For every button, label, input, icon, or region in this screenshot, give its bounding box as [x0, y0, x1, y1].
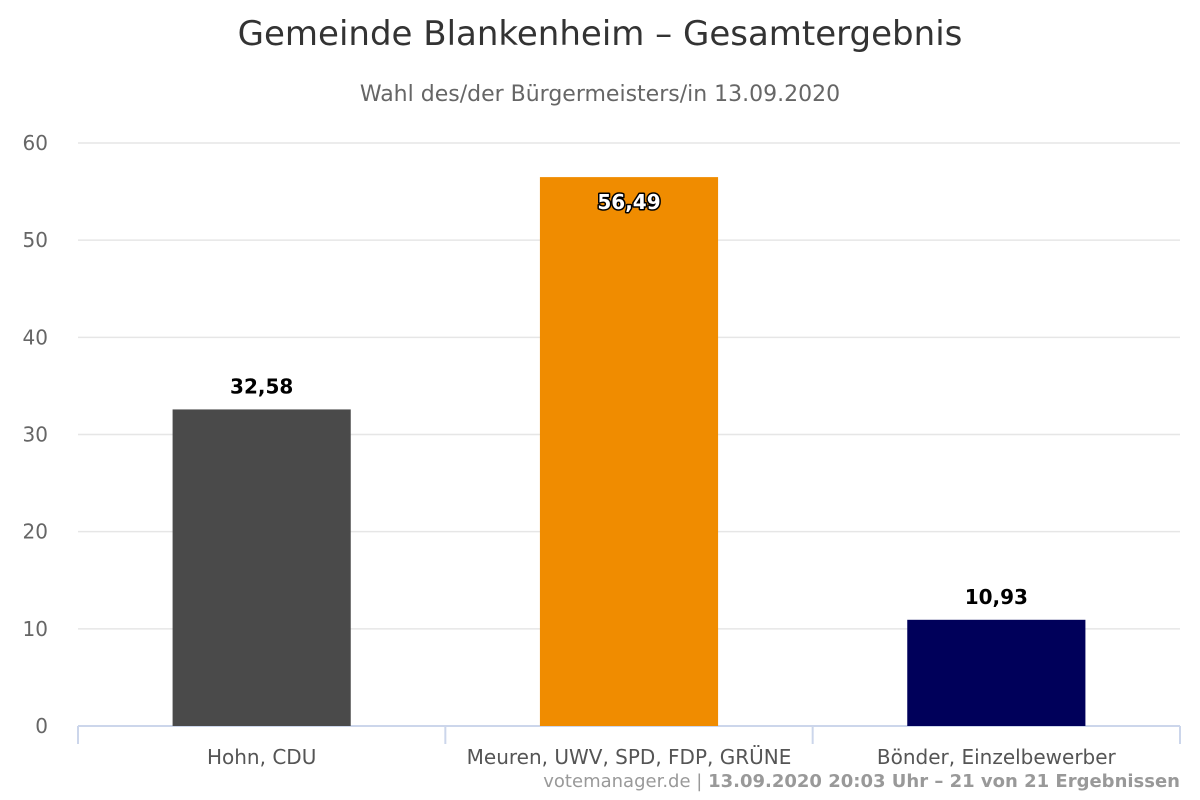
bar[interactable]	[172, 409, 351, 726]
y-tick-label: 20	[23, 520, 48, 544]
credit-detail: 13.09.2020 20:03 Uhr – 21 von 21 Ergebni…	[708, 771, 1180, 792]
data-label: 10,93	[965, 585, 1028, 609]
credit-line[interactable]: votemanager.de | 13.09.2020 20:03 Uhr – …	[543, 771, 1180, 792]
y-tick-label: 10	[23, 617, 48, 641]
x-tick-label: Bönder, Einzelbewerber	[877, 745, 1117, 769]
bar[interactable]	[539, 177, 719, 727]
chart-title: Gemeinde Blankenheim – Gesamtergebnis	[237, 14, 963, 54]
chart-subtitle: Wahl des/der Bürgermeisters/in 13.09.202…	[359, 82, 841, 107]
x-tick-label: Meuren, UWV, SPD, FDP, GRÜNE	[467, 745, 792, 769]
y-tick-label: 0	[35, 714, 48, 738]
data-label: 32,58	[230, 374, 293, 398]
credit-separator: |	[690, 771, 709, 792]
x-tick-label: Hohn, CDU	[207, 745, 316, 769]
data-label: 56,49	[597, 190, 660, 214]
y-tick-label: 40	[23, 325, 48, 349]
credit-source[interactable]: votemanager.de	[543, 771, 691, 792]
y-tick-label: 30	[23, 423, 48, 447]
y-tick-label: 50	[23, 228, 48, 252]
y-tick-label: 60	[23, 131, 48, 155]
bar[interactable]	[907, 619, 1086, 726]
